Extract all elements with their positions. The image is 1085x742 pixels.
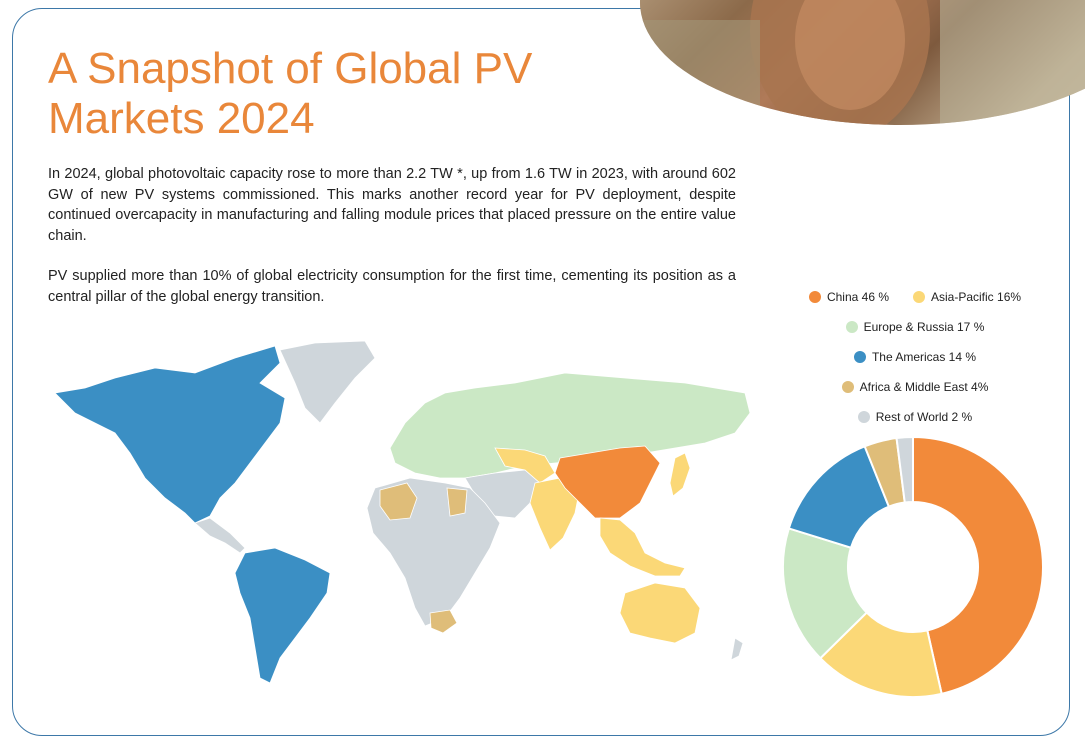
legend-item-americas: The Americas 14 %: [853, 350, 977, 364]
legend-swatch-china: [808, 291, 821, 303]
legend-item-asia-pacific: Asia-Pacific 16%: [913, 290, 1021, 304]
legend-label-europe-russia: Europe & Russia 17 %: [863, 320, 985, 334]
map-region-south-america: [234, 547, 331, 684]
chart-legend: China 46 % Asia-Pacific 16% Europe & Rus…: [780, 282, 1050, 432]
legend-label-asia-pacific: Asia-Pacific 16%: [931, 290, 1022, 304]
donut-chart: [782, 435, 1044, 698]
world-map: [54, 340, 751, 684]
map-region-new-zealand: [730, 637, 744, 661]
map-region-egypt-pv: [446, 487, 468, 517]
legend-label-rest-of-world: Rest of World 2 %: [875, 410, 973, 424]
map-region-central-america: [194, 517, 246, 554]
legend-swatch-asia-pacific: [913, 291, 925, 303]
legend-swatch-europe-russia: [845, 321, 858, 333]
legend-item-africa-middle-east: Africa & Middle East 4%: [841, 380, 989, 394]
donut-slice-rest-of-world: [895, 435, 914, 504]
legend-swatch-rest-of-world: [857, 411, 870, 423]
legend-item-china: China 46 %: [808, 290, 889, 304]
donut-slice-china: [912, 435, 1044, 696]
page-title: A Snapshot of Global PV Markets 2024: [48, 44, 533, 143]
map-region-north-africa-pv: [379, 482, 418, 521]
map-region-southeast-asia: [599, 517, 686, 577]
intro-paragraph: In 2024, global photovoltaic capacity ro…: [48, 166, 736, 244]
legend-swatch-africa-middle-east: [841, 381, 854, 393]
legend-label-africa-middle-east: Africa & Middle East 4%: [859, 380, 989, 394]
legend-swatch-americas: [853, 351, 866, 363]
legend-label-china: China 46 %: [826, 290, 889, 304]
map-region-north-america: [54, 345, 286, 524]
map-region-iran-pakistan: [494, 447, 556, 484]
map-region-australia: [619, 582, 701, 644]
legend-item-rest-of-world: Rest of World 2 %: [857, 410, 973, 424]
map-region-greenland: [279, 340, 376, 424]
electricity-share-paragraph: PV supplied more than 10% of global elec…: [48, 268, 736, 305]
map-region-japan: [669, 452, 691, 497]
legend-item-europe-russia: Europe & Russia 17 %: [845, 320, 985, 334]
map-region-south-africa-pv: [429, 609, 458, 634]
map-region-china: [554, 445, 661, 519]
legend-label-americas: The Americas 14 %: [871, 350, 977, 364]
